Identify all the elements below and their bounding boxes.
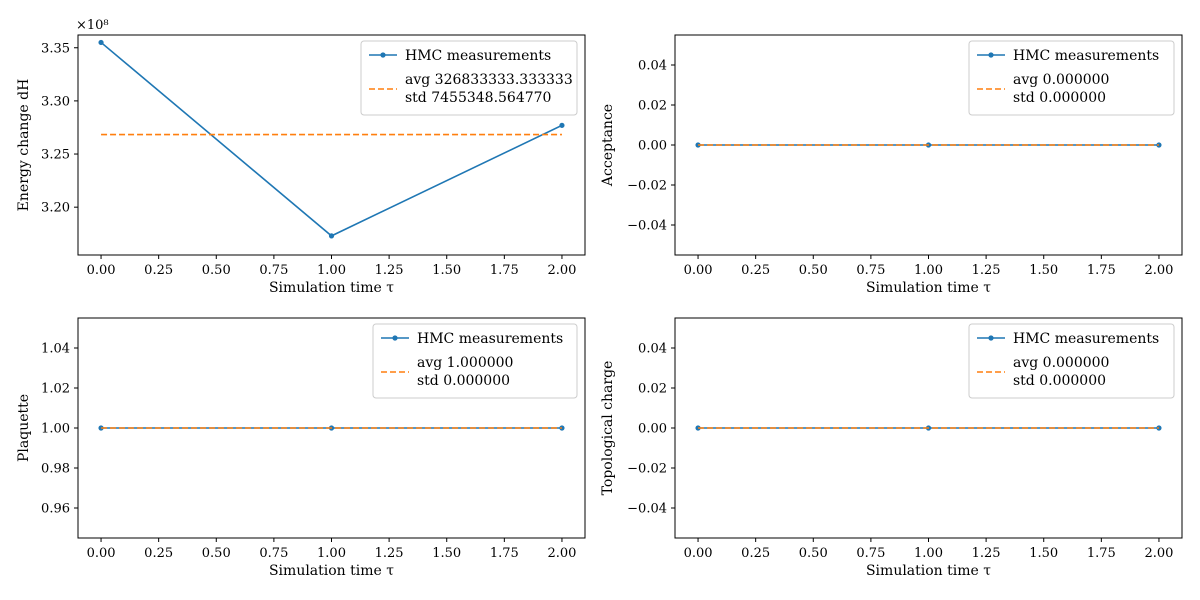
legend-label-std: std 0.000000 <box>1013 90 1106 106</box>
legend-label-std: std 7455348.564770 <box>405 90 551 106</box>
x-tick-label: 0.25 <box>741 263 770 278</box>
x-tick-label: 1.75 <box>1087 263 1116 278</box>
y-tick-label: 3.25 <box>41 148 70 163</box>
y-tick-label: 3.30 <box>41 94 70 109</box>
legend-label-measurements: HMC measurements <box>1013 331 1159 347</box>
y-axis-label: Plaquette <box>16 394 32 462</box>
x-tick-label: 0.75 <box>856 263 885 278</box>
x-tick-label: 2.00 <box>1144 263 1173 278</box>
y-axis-label: Topological charge <box>600 361 616 496</box>
x-tick-label: 0.50 <box>202 546 231 561</box>
x-tick-label: 1.50 <box>432 546 461 561</box>
x-tick-label: 0.75 <box>259 263 288 278</box>
legend-marker <box>988 52 994 58</box>
subplot-3: 0.00 0.25 0.50 0.75 1.00 1.25 1.50 1.75 2.00 0.96… <box>16 317 586 579</box>
x-tick-label: 0.25 <box>144 263 173 278</box>
y-tick-label: 1.02 <box>41 382 70 397</box>
y-axis-label: Energy change dH <box>16 79 32 212</box>
y-tick-label: 3.20 <box>41 201 70 216</box>
x-tick-label: 1.75 <box>490 263 519 278</box>
legend-marker <box>988 335 994 341</box>
legend-label-measurements: HMC measurements <box>417 331 563 347</box>
y-tick-label: 0.04 <box>638 59 667 74</box>
x-tick-label: 1.25 <box>375 546 404 561</box>
x-tick-label: 0.50 <box>799 263 828 278</box>
y-tick-label: 0.96 <box>41 502 70 517</box>
x-tick-label: 0.25 <box>144 546 173 561</box>
x-tick-label: 1.00 <box>914 263 943 278</box>
y-tick-label: −0.04 <box>627 219 667 234</box>
x-tick-label: 0.00 <box>684 263 713 278</box>
x-tick-label: 0.50 <box>799 546 828 561</box>
y-tick-label: 0.04 <box>638 342 667 357</box>
legend-label-average: avg 326833333.333333 <box>405 72 573 88</box>
legend-marker <box>380 52 386 58</box>
y-tick-label: 0.02 <box>638 99 667 114</box>
x-axis-label: Simulation time τ <box>269 563 394 579</box>
y-axis-label: Acceptance <box>600 104 616 187</box>
legend-label-measurements: HMC measurements <box>405 48 551 64</box>
x-tick-label: 1.25 <box>375 263 404 278</box>
data-point <box>328 233 335 239</box>
x-tick-label: 1.75 <box>490 546 519 561</box>
y-tick-label: 0.00 <box>638 422 667 437</box>
legend: HMC measurements avg 1.000000 std 0.000000 <box>372 323 578 399</box>
legend: HMC measurements avg 0.000000 std 0.000000 <box>968 40 1175 116</box>
y-tick-label: −0.02 <box>627 462 667 477</box>
x-tick-label: 0.00 <box>87 546 116 561</box>
legend: HMC measurements avg 326833333.333333 std … <box>360 40 578 116</box>
legend-label-average: avg 0.000000 <box>1013 355 1109 371</box>
legend-box <box>372 323 578 399</box>
legend-label-std: std 0.000000 <box>1013 373 1106 389</box>
legend: HMC measurements avg 0.000000 std 0.000000 <box>968 323 1175 399</box>
x-axis-label: Simulation time τ <box>269 280 394 296</box>
legend-label-measurements: HMC measurements <box>1013 48 1159 64</box>
x-tick-label: 1.75 <box>1087 546 1116 561</box>
y-tick-label: 0.00 <box>638 139 667 154</box>
y-tick-label: 0.02 <box>638 382 667 397</box>
legend-box <box>968 40 1175 116</box>
legend-box <box>968 323 1175 399</box>
y-tick-label: −0.02 <box>627 179 667 194</box>
y-offset-text: ×10⁸ <box>76 18 109 33</box>
x-tick-label: 0.00 <box>684 546 713 561</box>
data-point <box>559 122 565 128</box>
x-tick-label: 0.75 <box>259 546 288 561</box>
legend-marker <box>392 335 398 341</box>
y-tick-label: 0.98 <box>41 462 70 477</box>
legend-label-average: avg 1.000000 <box>417 355 513 371</box>
x-tick-label: 1.50 <box>1029 546 1058 561</box>
legend-box <box>360 40 578 116</box>
x-tick-label: 0.25 <box>741 546 770 561</box>
x-tick-label: 1.00 <box>317 263 346 278</box>
y-tick-label: −0.04 <box>627 502 667 517</box>
data-point <box>98 39 104 46</box>
legend-label-average: avg 0.000000 <box>1013 72 1109 88</box>
x-tick-label: 1.00 <box>914 546 943 561</box>
subplot-4: 0.00 0.25 0.50 0.75 1.00 1.25 1.50 1.75 2.00 −0.0… <box>600 317 1183 579</box>
data-point <box>559 425 565 431</box>
x-tick-label: 1.25 <box>972 263 1001 278</box>
y-tick-label: 1.00 <box>41 422 70 437</box>
x-tick-label: 2.00 <box>547 263 576 278</box>
x-tick-label: 2.00 <box>547 546 576 561</box>
x-tick-label: 0.75 <box>856 546 885 561</box>
x-tick-label: 0.50 <box>202 263 231 278</box>
x-tick-label: 1.00 <box>317 546 346 561</box>
y-tick-label: 3.35 <box>41 41 70 56</box>
legend-label-std: std 0.000000 <box>417 373 510 389</box>
x-axis-label: Simulation time τ <box>866 563 991 579</box>
x-tick-label: 1.25 <box>972 546 1001 561</box>
x-tick-label: 1.50 <box>432 263 461 278</box>
subplot-1: 0.00 0.25 0.50 0.75 1.00 1.25 1.50 1.75 2.00 3.20… <box>16 18 586 296</box>
y-tick-label: 1.04 <box>41 342 70 357</box>
x-tick-label: 2.00 <box>1144 546 1173 561</box>
x-tick-label: 1.50 <box>1029 263 1058 278</box>
subplot-2: 0.00 0.25 0.50 0.75 1.00 1.25 1.50 1.75 2.00 −0.0… <box>600 34 1183 296</box>
x-axis-label: Simulation time τ <box>866 280 991 296</box>
x-tick-label: 0.00 <box>87 263 116 278</box>
